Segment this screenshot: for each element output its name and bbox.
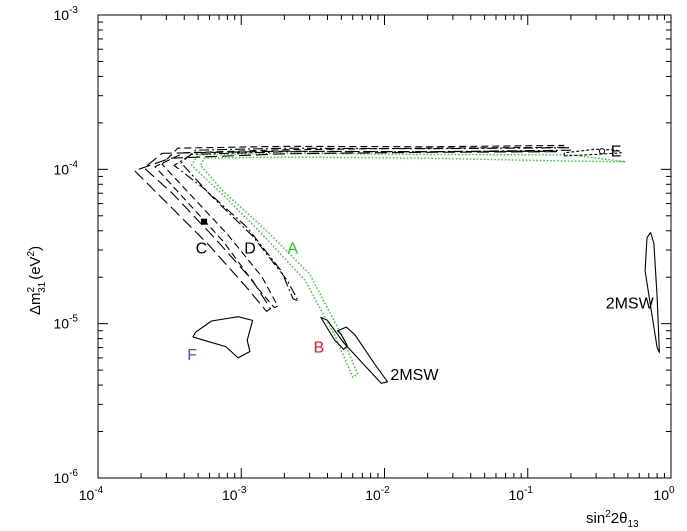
x-label-sub: 13	[627, 519, 639, 530]
x-label-base: sin	[586, 510, 605, 527]
region-label-e: E	[611, 144, 622, 161]
contour-c-2	[154, 144, 565, 309]
contour-a-0	[190, 152, 626, 378]
x-label-mid: 2θ	[611, 510, 628, 527]
y-axis-label: Δm231(eV2)	[26, 246, 48, 315]
x-axis-label: sin22θ13	[586, 509, 639, 530]
best-fit-marker-c	[201, 218, 208, 225]
plot-frame	[97, 14, 672, 479]
contour-d-1	[173, 147, 571, 302]
region-label-f: F	[187, 347, 197, 364]
best-fit-marker-e	[598, 148, 606, 155]
contour-2msw-6	[644, 232, 660, 354]
x-tick-label: 10-4	[79, 485, 104, 503]
y-label-unit-sup: 2	[26, 250, 37, 256]
x-tick-label: 10-2	[365, 485, 390, 503]
region-label-b: B	[314, 340, 325, 357]
y-label-sup: 2	[26, 286, 37, 292]
y-tick-label: 10-6	[54, 468, 79, 486]
contour-b-3	[134, 150, 558, 312]
y-label-delta: Δm	[27, 292, 44, 315]
y-tick-label: 10-3	[54, 5, 79, 23]
contour-f-7	[192, 316, 254, 359]
x-tick-label: 10-1	[509, 485, 534, 503]
x-tick-label: 100	[653, 485, 675, 503]
region-label-2msw: 2MSW	[390, 367, 439, 384]
y-tick-label: 10-5	[54, 314, 79, 332]
contour-2msw-5	[320, 316, 389, 384]
contour-e-4	[563, 148, 622, 157]
y-label-sub: 31	[37, 281, 48, 293]
region-label-a: A	[287, 240, 298, 257]
axis-ticks	[97, 15, 671, 479]
region-labels: A B C D E F 2MSW 2MSW	[187, 144, 654, 385]
x-tick-label: 10-3	[222, 485, 247, 503]
y-tick-label: 10-4	[54, 159, 79, 177]
x-label-sup: 2	[605, 509, 611, 520]
contours	[134, 144, 660, 384]
best-fit-points	[201, 148, 606, 225]
tick-labels: 10-4 10-3 10-2 10-1 100 10-3 10-4 10-5 10-6	[54, 5, 675, 503]
region-label-2msw: 2MSW	[606, 296, 655, 313]
y-label-unit-close: )	[27, 246, 44, 251]
region-label-d: D	[244, 240, 256, 257]
y-label-unit-open: (eV	[27, 256, 44, 279]
region-label-c: C	[196, 240, 208, 257]
